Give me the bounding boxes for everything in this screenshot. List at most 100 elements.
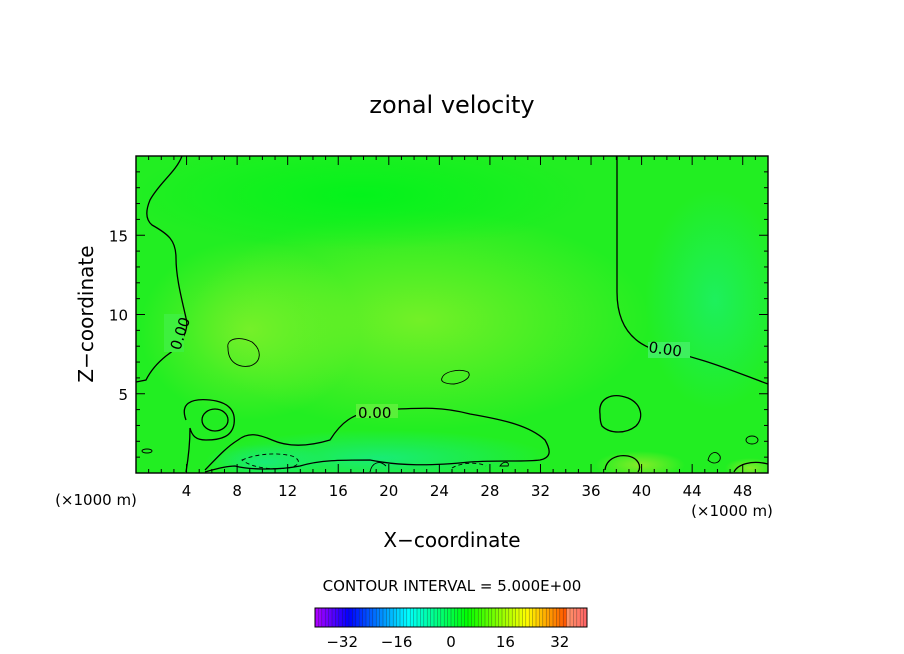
colorbar-swatch xyxy=(471,608,476,627)
colorbar-swatch xyxy=(427,608,432,627)
x-unit-left: (×1000 m) xyxy=(55,491,137,509)
colorbar-frame xyxy=(314,607,588,628)
colorbar-swatch xyxy=(406,608,411,627)
contour-loop-right-bump xyxy=(599,395,642,433)
colorbar-swatch xyxy=(549,608,554,627)
contour-loop-center-yellow xyxy=(441,369,470,385)
contour-loop-left-yellow xyxy=(227,338,260,367)
contour-label-bg-center xyxy=(356,404,398,418)
colorbar-swatch xyxy=(515,608,520,627)
colorbar-swatch xyxy=(345,608,350,627)
colorbar-swatch xyxy=(352,608,357,627)
colorbar-swatch xyxy=(338,608,343,627)
colorbar-swatch xyxy=(573,608,578,627)
contour-label-right: 0.00 xyxy=(647,338,683,360)
field-band-cyan-right xyxy=(645,190,768,410)
colorbar-swatch xyxy=(342,608,347,627)
colorbar-swatch xyxy=(318,608,323,627)
colorbar-swatch xyxy=(474,608,479,627)
field-band-yellow-bottom-right xyxy=(595,451,685,473)
colorbar-swatch xyxy=(532,608,537,627)
colorbar-swatch xyxy=(485,608,489,627)
contour-label-bg-left xyxy=(164,314,184,352)
x-tick-label: 24 xyxy=(430,482,449,500)
colorbar-swatch xyxy=(400,608,404,627)
colorbar-swatch xyxy=(362,608,367,627)
colorbar-tick-label: 0 xyxy=(446,633,456,651)
colorbar-swatch xyxy=(423,608,428,627)
x-tick-label: 36 xyxy=(581,482,600,500)
contour-loop-tiny-bottom xyxy=(707,452,721,464)
colorbar-swatch xyxy=(325,608,330,627)
colorbar-swatch xyxy=(559,608,564,627)
colorbar-swatch xyxy=(383,608,387,627)
x-tick-label: 48 xyxy=(733,482,752,500)
colorbar-swatch xyxy=(495,608,500,627)
x-tick-label: 20 xyxy=(379,482,398,500)
colorbar xyxy=(314,608,588,627)
x-unit-right: (×1000 m) xyxy=(691,502,773,520)
colorbar-swatch xyxy=(553,608,557,627)
x-tick-label: 8 xyxy=(232,482,242,500)
colorbar-swatch xyxy=(396,608,401,627)
y-tick-label: 10 xyxy=(109,307,128,325)
colorbar-swatch xyxy=(386,608,391,627)
colorbar-swatch xyxy=(434,608,438,627)
colorbar-swatch xyxy=(461,608,466,627)
x-tick-label: 4 xyxy=(182,482,192,500)
colorbar-swatch xyxy=(451,608,455,627)
x-tick-label: 12 xyxy=(278,482,297,500)
colorbar-swatch xyxy=(498,608,503,627)
colorbar-swatch xyxy=(505,608,510,627)
colorbar-swatch xyxy=(410,608,415,627)
colorbar-swatch xyxy=(372,608,377,627)
colorbar-swatch xyxy=(519,608,523,627)
colorbar-swatch xyxy=(437,608,442,627)
colorbar-swatch xyxy=(389,608,394,627)
colorbar-ticks: −32 −16 0 16 32 xyxy=(326,633,569,651)
colorbar-swatch xyxy=(332,608,336,627)
colorbar-tick-label: −32 xyxy=(326,633,358,651)
colorbar-swatch xyxy=(328,608,333,627)
contour-wiggle-1 xyxy=(369,462,387,473)
colorbar-swatch xyxy=(420,608,425,627)
contour-loop-left-small xyxy=(201,408,229,432)
x-tick-label: 28 xyxy=(480,482,499,500)
colorbar-swatch xyxy=(359,608,364,627)
colorbar-swatch xyxy=(536,608,540,627)
contour-line-lower-left xyxy=(183,398,235,473)
chart-title: zonal velocity xyxy=(369,91,534,119)
colorbar-swatch xyxy=(376,608,381,627)
colorbar-swatch xyxy=(570,608,574,627)
colorbar-tick-label: 16 xyxy=(496,633,515,651)
x-tick-label: 44 xyxy=(683,482,702,500)
colorbar-swatch xyxy=(468,608,472,627)
field-band-cyan-bottom-left xyxy=(205,444,325,473)
colorbar-swatch xyxy=(440,608,445,627)
contour-loop-corner xyxy=(733,461,768,473)
colorbar-swatch xyxy=(315,608,319,627)
colorbar-swatch xyxy=(529,608,534,627)
plot-area: 0.00 0.00 0.00 xyxy=(136,156,768,473)
contour-line-negative-dashed-2 xyxy=(451,462,487,469)
x-tick-label: 32 xyxy=(531,482,550,500)
colorbar-swatch xyxy=(478,608,483,627)
colorbar-swatch xyxy=(335,608,340,627)
y-tick-label: 15 xyxy=(109,227,128,245)
colorbar-swatch xyxy=(502,608,506,627)
contour-label-bg-right xyxy=(648,342,690,358)
colorbar-swatch xyxy=(447,608,452,627)
colorbar-swatch xyxy=(576,608,581,627)
colorbar-swatch xyxy=(546,608,551,627)
colorbar-swatch xyxy=(583,608,588,627)
colorbar-swatch xyxy=(464,608,469,627)
colorbar-swatch xyxy=(522,608,527,627)
contour-loop-bottom-right xyxy=(604,454,641,473)
colorbar-swatch xyxy=(393,608,398,627)
colorbar-swatch xyxy=(580,608,585,627)
colorbar-swatch xyxy=(430,608,435,627)
contour-interval-text: CONTOUR INTERVAL = 5.000E+00 xyxy=(323,577,582,595)
y-tick-label: 5 xyxy=(118,386,128,404)
colorbar-swatch xyxy=(379,608,384,627)
